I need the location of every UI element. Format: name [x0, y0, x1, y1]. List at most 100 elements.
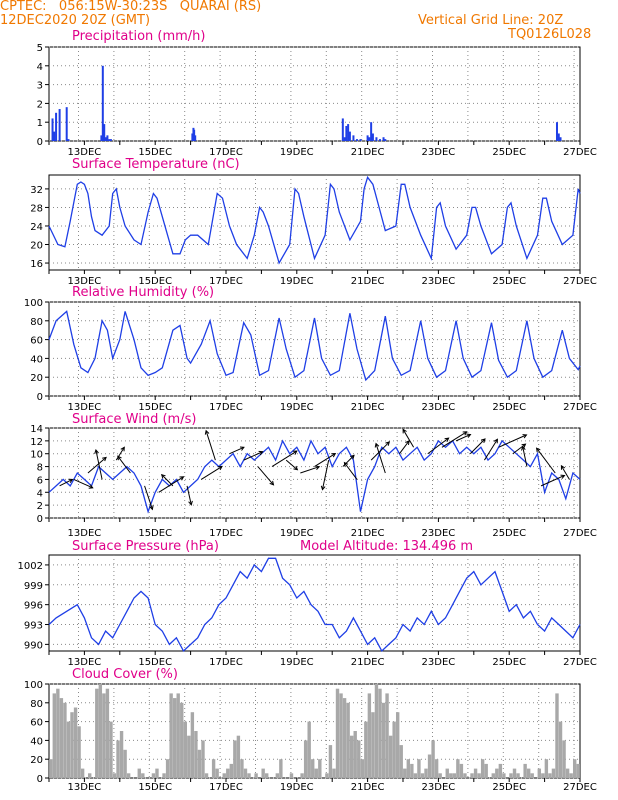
cloud-bar: [311, 759, 315, 778]
precip-bar: [343, 137, 346, 141]
cloud-bar: [303, 740, 308, 778]
cloud-bar: [509, 773, 513, 778]
cloud-ytick-label: 20: [30, 755, 43, 766]
cloud-bar: [410, 763, 414, 778]
x-tick-label: 17DEC: [209, 782, 243, 793]
cloud-bar: [165, 759, 170, 778]
precip-bar: [370, 122, 373, 141]
cloud-bar: [360, 759, 364, 778]
cloud-bar: [88, 773, 92, 778]
wind-vector: [117, 455, 131, 474]
wind-vector-head: [117, 455, 122, 461]
cloud-bar: [431, 740, 435, 778]
x-tick-label: 23DEC: [422, 147, 456, 158]
wind-vector-head: [68, 478, 74, 483]
cloud-bar: [477, 773, 481, 778]
wind-vector: [375, 443, 386, 474]
wind-vector: [144, 485, 153, 510]
cloud-bar: [395, 712, 400, 778]
precip-title: Precipitation (mm/h): [72, 29, 205, 44]
temperature-title: Surface Temperature (nC): [72, 157, 240, 172]
cloud-bar: [417, 759, 421, 778]
precip-frame: [48, 46, 581, 142]
cloud-bar: [572, 759, 577, 778]
precip-bar: [382, 137, 385, 141]
x-tick-label: 13DEC: [68, 657, 102, 668]
precip-ytick-label: 1: [37, 118, 43, 129]
humidity-ytick-label: 0: [37, 392, 43, 403]
x-tick-label: 15DEC: [138, 528, 172, 539]
cloud-bar: [484, 763, 488, 778]
cloud-bar: [374, 684, 379, 778]
cloud-bar: [254, 773, 258, 778]
pressure-ytick-label: 999: [24, 581, 43, 592]
cloud-bar: [399, 745, 403, 778]
cloud-bar: [222, 773, 226, 778]
cloud-bar: [491, 773, 495, 778]
humidity-ytick-label: 80: [30, 317, 43, 328]
precip-bar: [384, 139, 387, 141]
cloud-bar: [155, 768, 159, 778]
wind-ytick-label: 2: [37, 501, 43, 512]
pressure-ytick-label: 993: [24, 621, 43, 632]
precip-ytick-label: 2: [37, 99, 43, 110]
wind-ytick-label: 0: [37, 514, 43, 525]
x-tick-label: 25DEC: [492, 528, 526, 539]
wind-vector: [95, 449, 103, 480]
cloud-bar: [187, 735, 191, 778]
humidity-ytick-label: 60: [30, 336, 43, 347]
wind-vector-head: [320, 485, 326, 491]
wind-vector-head: [217, 465, 223, 471]
cloud-bar: [226, 768, 230, 778]
x-tick-label: 25DEC: [492, 402, 526, 413]
cloud-bar: [183, 721, 187, 778]
x-tick-label: 15DEC: [138, 657, 172, 668]
cloud-bar: [367, 693, 372, 778]
cloud-bar: [541, 773, 545, 778]
humidity-frame: [48, 301, 581, 397]
cloud-bar: [63, 702, 67, 778]
wind-vector-head: [179, 476, 185, 481]
pressure-series-line: [48, 557, 581, 653]
precip-bar: [341, 118, 344, 141]
cloud-ytick-label: 0: [37, 774, 43, 785]
wind-vector: [498, 434, 527, 448]
cloud-bar: [555, 693, 559, 778]
x-tick-label: 13DEC: [68, 528, 102, 539]
x-tick-label: 27DEC: [563, 147, 597, 158]
cloud-bar: [137, 768, 141, 778]
cloud-bar: [314, 768, 318, 778]
cloud-bar: [123, 749, 127, 778]
precip-bar: [103, 124, 106, 141]
cloud-bar: [342, 698, 347, 778]
cloud-bar: [548, 773, 552, 778]
wind-vector-head: [444, 437, 450, 443]
humidity-title: Relative Humidity (%): [72, 285, 214, 300]
precip-bar: [101, 65, 104, 141]
wind-vector: [59, 479, 73, 487]
cloud-bar: [300, 773, 304, 778]
x-tick-label: 27DEC: [563, 528, 597, 539]
wind-ytick-label: 8: [37, 463, 43, 474]
x-tick-label: 27DEC: [563, 782, 597, 793]
cloud-bar: [530, 773, 534, 778]
pressure-annotation: Model Altitude: 134.496 m: [300, 539, 473, 554]
precip-bar: [378, 139, 381, 141]
x-tick-label: 13DEC: [68, 147, 102, 158]
precip-bar: [347, 124, 350, 141]
header-grid-line: Vertical Grid Line: 20Z: [418, 13, 564, 28]
wind-vector-head: [521, 445, 526, 451]
cloud-bar: [162, 773, 166, 778]
cloud-ytick-label: 60: [30, 718, 43, 729]
cloud-bar: [52, 693, 57, 778]
cloud-bar: [236, 735, 241, 778]
x-tick-label: 19DEC: [280, 276, 314, 287]
cloud-bar: [80, 768, 85, 778]
wind-vector-head: [385, 441, 391, 446]
cloud-bar: [98, 684, 103, 778]
precip-bar: [67, 139, 70, 141]
cloud-bar: [459, 763, 464, 778]
x-tick-label: 15DEC: [138, 276, 172, 287]
x-tick-label: 13DEC: [68, 402, 102, 413]
